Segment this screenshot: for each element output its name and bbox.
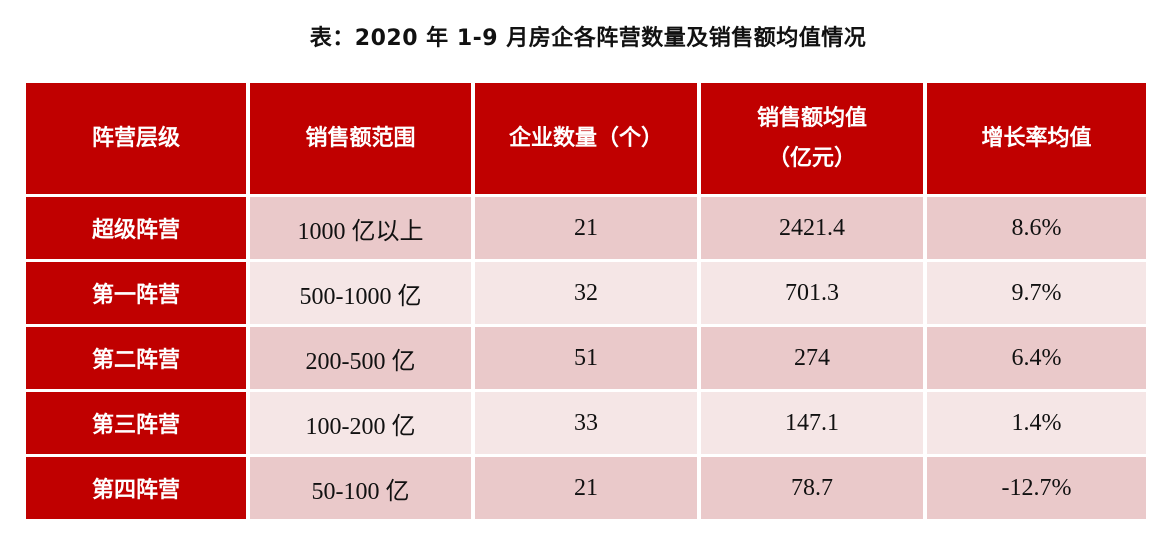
header-label: 销售额均值 xyxy=(756,105,867,131)
row-avg-sales: 2421.4 xyxy=(701,197,923,259)
row-count: 33 xyxy=(475,392,697,454)
row-tier: 第四阵营 xyxy=(26,457,246,519)
header-cell-count: 企业数量（个） xyxy=(475,83,697,194)
row-growth: 1.4% xyxy=(927,392,1146,454)
row-tier: 第二阵营 xyxy=(26,327,246,389)
row-count: 21 xyxy=(475,457,697,519)
header-cell-range: 销售额范围 xyxy=(250,83,471,194)
data-table: 阵营层级 销售额范围 企业数量（个） 销售额均值 （亿元） 增长率均值 超级阵营… xyxy=(26,83,1148,519)
row-avg-sales: 147.1 xyxy=(701,392,923,454)
row-count: 32 xyxy=(475,262,697,324)
row-tier: 超级阵营 xyxy=(26,197,246,259)
row-growth: -12.7% xyxy=(927,457,1146,519)
row-avg-sales: 274 xyxy=(701,327,923,389)
row-tier: 第一阵营 xyxy=(26,262,246,324)
header-cell-growth: 增长率均值 xyxy=(927,83,1146,194)
row-range: 100-200 亿 xyxy=(250,392,471,454)
header-cell-tier: 阵营层级 xyxy=(26,83,246,194)
table-title: 表：2020 年 1-9 月房企各阵营数量及销售额均值情况 xyxy=(309,26,867,51)
header-label: 企业数量（个） xyxy=(508,125,663,151)
header-label: 销售额范围 xyxy=(305,125,416,151)
row-count: 51 xyxy=(475,327,697,389)
header-label-unit: （亿元） xyxy=(767,145,856,171)
header-label: 阵营层级 xyxy=(91,125,180,151)
row-growth: 9.7% xyxy=(927,262,1146,324)
row-avg-sales: 78.7 xyxy=(701,457,923,519)
row-growth: 6.4% xyxy=(927,327,1146,389)
row-count: 21 xyxy=(475,197,697,259)
row-growth: 8.6% xyxy=(927,197,1146,259)
row-range: 1000 亿以上 xyxy=(250,197,471,259)
header-cell-avg-sales: 销售额均值 （亿元） xyxy=(701,83,923,194)
row-range: 500-1000 亿 xyxy=(250,262,471,324)
row-avg-sales: 701.3 xyxy=(701,262,923,324)
row-tier: 第三阵营 xyxy=(26,392,246,454)
header-label: 增长率均值 xyxy=(981,125,1092,151)
row-range: 200-500 亿 xyxy=(250,327,471,389)
row-range: 50-100 亿 xyxy=(250,457,471,519)
